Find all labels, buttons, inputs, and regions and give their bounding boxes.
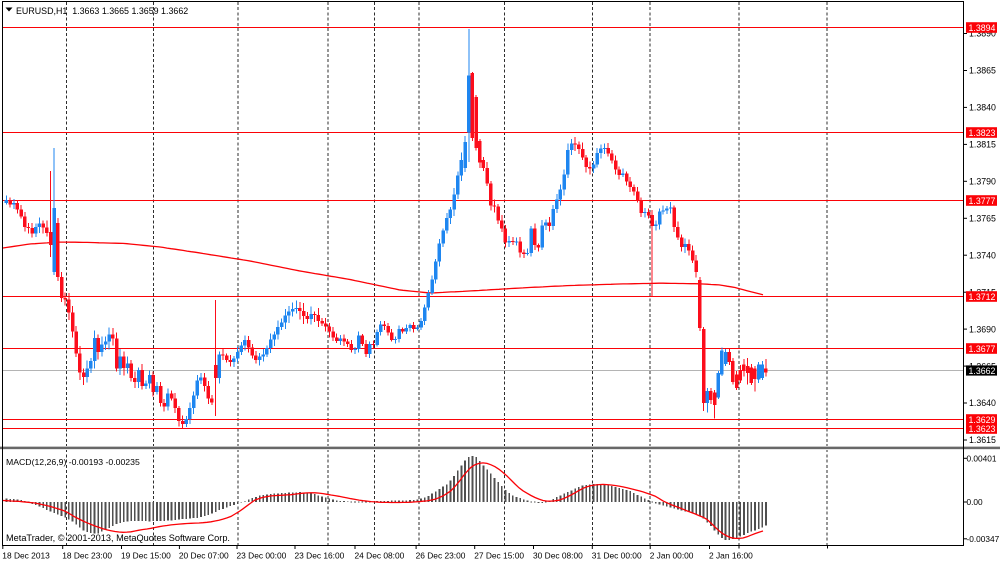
- svg-text:2 Jan 00:00: 2 Jan 00:00: [650, 551, 694, 561]
- svg-text:0.00: 0.00: [967, 497, 984, 507]
- svg-text:24 Dec 08:00: 24 Dec 08:00: [355, 551, 405, 561]
- svg-text:1.3823: 1.3823: [969, 128, 996, 138]
- svg-text:2 Jan 16:00: 2 Jan 16:00: [709, 551, 753, 561]
- svg-text:1.3890: 1.3890: [969, 29, 996, 39]
- svg-text:1.3629: 1.3629: [969, 415, 996, 425]
- svg-text:1.3840: 1.3840: [969, 103, 996, 113]
- svg-text:1.3815: 1.3815: [969, 140, 996, 150]
- svg-text:23 Dec 16:00: 23 Dec 16:00: [295, 551, 345, 561]
- svg-text:1.3712: 1.3712: [969, 292, 996, 302]
- svg-text:1.3640: 1.3640: [969, 398, 996, 408]
- svg-text:1.3677: 1.3677: [969, 344, 996, 354]
- svg-text:19 Dec 15:00: 19 Dec 15:00: [121, 551, 171, 561]
- svg-text:1.3740: 1.3740: [969, 250, 996, 260]
- svg-text:1.3615: 1.3615: [969, 435, 996, 445]
- svg-text:30 Dec 08:00: 30 Dec 08:00: [533, 551, 583, 561]
- svg-text:0.00401: 0.00401: [967, 454, 997, 464]
- svg-text:EURUSD,H1 1.3663 1.3665 1.365: EURUSD,H1 1.3663 1.3665 1.3659 1.3662: [16, 6, 188, 16]
- svg-text:1.3790: 1.3790: [969, 177, 996, 187]
- svg-text:18 Dec 2013: 18 Dec 2013: [2, 551, 50, 561]
- svg-text:1.3690: 1.3690: [969, 324, 996, 334]
- svg-text:MetaTrader, © 2001-2013, MetaQ: MetaTrader, © 2001-2013, MetaQuotes Soft…: [6, 533, 230, 543]
- svg-text:18 Dec 23:00: 18 Dec 23:00: [62, 551, 112, 561]
- svg-text:-0.00347: -0.00347: [967, 534, 1000, 544]
- svg-text:31 Dec 00:00: 31 Dec 00:00: [592, 551, 642, 561]
- svg-text:1.3765: 1.3765: [969, 214, 996, 224]
- svg-text:27 Dec 15:00: 27 Dec 15:00: [474, 551, 524, 561]
- svg-text:1.3623: 1.3623: [969, 424, 996, 434]
- svg-text:20 Dec 07:00: 20 Dec 07:00: [179, 551, 229, 561]
- svg-text:1.3894: 1.3894: [969, 23, 996, 33]
- svg-text:1.3777: 1.3777: [969, 196, 996, 206]
- svg-text:MACD(12,26,9) -0.00193 -0.0023: MACD(12,26,9) -0.00193 -0.00235: [6, 457, 140, 467]
- svg-text:1.3865: 1.3865: [969, 66, 996, 76]
- svg-text:26 Dec 23:00: 26 Dec 23:00: [416, 551, 466, 561]
- svg-text:23 Dec 00:00: 23 Dec 00:00: [237, 551, 287, 561]
- svg-text:1.3662: 1.3662: [969, 366, 996, 376]
